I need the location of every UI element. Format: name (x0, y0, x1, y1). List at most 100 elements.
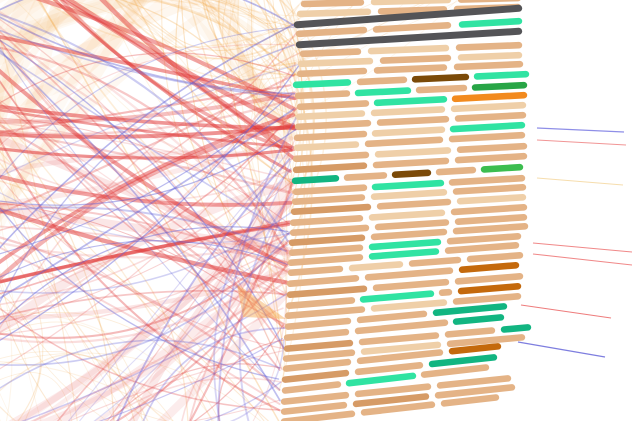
alignment-curve (187, 0, 288, 298)
contig-row (289, 214, 528, 236)
alignment-curve (142, 327, 286, 421)
alignment-curve (0, 220, 292, 284)
alignment-curve (129, 196, 295, 421)
alignment-curve (105, 0, 292, 235)
alignment-curve (0, 73, 295, 215)
alignment-curve (42, 0, 296, 48)
contig-segment-t2 (373, 64, 448, 74)
contig-row (283, 314, 505, 341)
alignment-curve (0, 185, 146, 421)
contig-segment-t3 (352, 393, 430, 408)
contig-segment-t2 (354, 361, 424, 376)
alignment-curve (0, 22, 297, 249)
contig-segment-t2 (446, 233, 522, 245)
contig-segment-t2 (293, 130, 368, 142)
contig-segment-t2 (448, 174, 526, 186)
alignment-curve (0, 202, 290, 273)
alignment-curve (0, 202, 285, 329)
alignment-curve (0, 79, 286, 297)
alignment-curve (223, 0, 299, 17)
curve-bundle-blue-bottom (21, 115, 298, 421)
alignment-curve (0, 34, 297, 101)
contig-row (282, 343, 502, 372)
contig-segment-sg (373, 96, 448, 107)
contig-row (296, 91, 528, 111)
alignment-curve (200, 0, 296, 141)
alignment-curve (0, 0, 169, 58)
alignment-curve (208, 0, 294, 26)
contig-segment-sg (345, 372, 417, 387)
contig-segment-t2 (448, 131, 526, 143)
alignment-curve (0, 113, 296, 265)
contig-segment-t2 (356, 310, 428, 324)
alignment-curve (209, 0, 301, 57)
contig-segment-t2 (287, 265, 344, 277)
alignment-curve (0, 25, 294, 194)
contig-row (288, 223, 529, 246)
alignment-curve (99, 0, 296, 152)
contig-segment-t1 (370, 189, 448, 200)
alignment-curve (0, 180, 189, 421)
alignment-curve (263, 0, 294, 181)
alignment-curve (111, 138, 296, 421)
alignment-curve (114, 0, 296, 60)
alignment-curve (0, 68, 287, 267)
alignment-curve (0, 242, 291, 322)
alignment-curve (0, 16, 296, 95)
alignment-curve (0, 31, 298, 231)
contig-segment-t2 (358, 332, 440, 346)
alignment-curve (52, 0, 292, 173)
alignment-curve (0, 263, 291, 344)
curve-bundle-red-med (0, 10, 302, 412)
contig-row (296, 60, 524, 78)
alignment-curve (125, 0, 294, 60)
alignment-curve (222, 0, 298, 117)
alignment-curve (252, 285, 287, 421)
alignment-curve (0, 38, 285, 297)
alignment-curve (193, 324, 284, 421)
alignment-curve (68, 0, 294, 193)
contig-segment-t2 (294, 119, 372, 131)
alignment-curve (0, 309, 215, 421)
alignment-curve (0, 0, 63, 196)
contig-segment-t2 (455, 41, 523, 51)
contig-segment-t2 (294, 90, 351, 100)
contig-segment-t2 (408, 256, 462, 267)
curve-bundle-red-thick (0, 34, 298, 285)
contig-row (292, 70, 530, 89)
alignment-curve (0, 231, 291, 366)
orange-wedge (237, 284, 286, 319)
alignment-curve (0, 124, 296, 139)
alignment-curve (202, 0, 294, 48)
alignment-curve (0, 108, 295, 300)
contig-segment-t2 (454, 214, 528, 225)
alignment-curve (78, 244, 289, 421)
contig-segment-ru (458, 261, 520, 274)
alignment-curve (0, 44, 295, 304)
contig-segment-t2 (356, 76, 408, 86)
contig-segment-sg (473, 70, 530, 80)
alignment-curve (0, 339, 281, 390)
alignment-curve (194, 0, 292, 147)
alignment-curve (279, 0, 295, 15)
alignment-curve (0, 39, 286, 351)
contig-segment-t2 (354, 383, 432, 398)
contig-segment-t2 (377, 6, 448, 15)
alignment-curve (190, 399, 280, 421)
alignment-curve (0, 36, 78, 421)
right-links-layer (517, 127, 632, 358)
contig-segment-t2 (286, 274, 360, 288)
contig-segment-t1 (368, 209, 446, 221)
alignment-curve (0, 0, 87, 127)
alignment-curve (0, 129, 291, 195)
alignment-curve (238, 193, 293, 421)
contig-rows-layer (280, 0, 532, 421)
alignment-curve (253, 0, 298, 117)
alignment-curve (0, 239, 291, 259)
alignment-curve (116, 158, 291, 421)
alignment-curve (0, 10, 291, 253)
alignment-curve (0, 0, 175, 165)
alignment-curve (0, 206, 265, 421)
alignment-curve (190, 0, 299, 79)
